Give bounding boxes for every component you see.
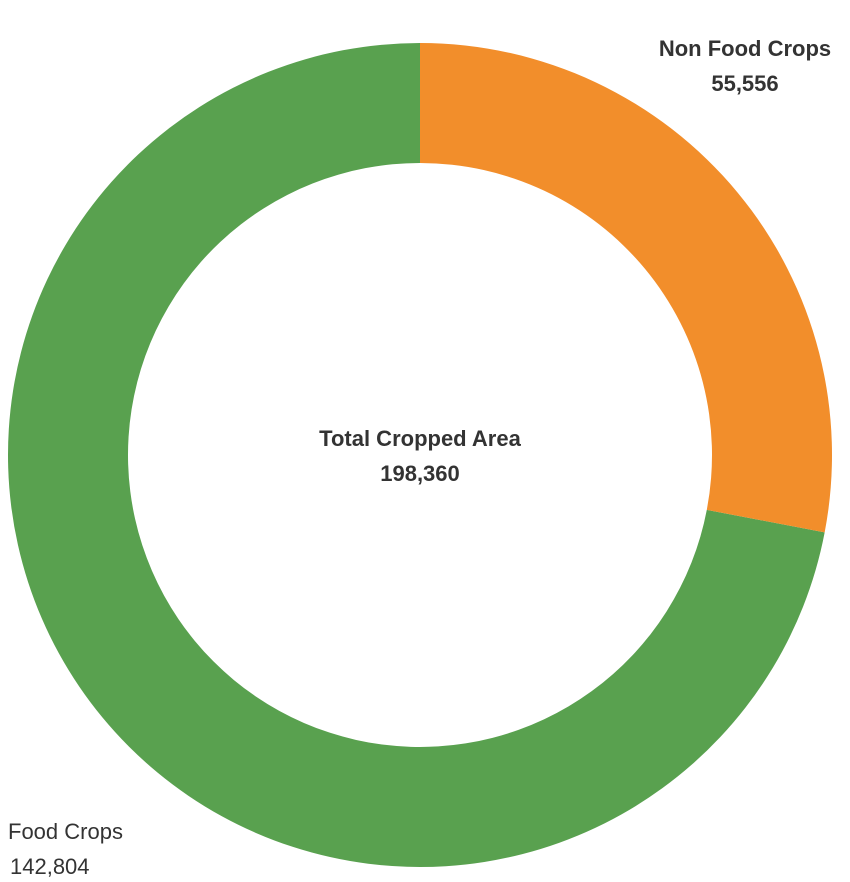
- slice-value-label: 55,556: [711, 71, 778, 96]
- center-total: 198,360: [380, 461, 460, 486]
- donut-slice: [420, 43, 832, 533]
- donut-slice: [7, 43, 825, 867]
- slice-value-label: 142,804: [10, 854, 90, 879]
- slice-label: Non Food Crops: [659, 36, 831, 61]
- slice-label: Food Crops: [8, 819, 123, 844]
- center-title: Total Cropped Area: [319, 426, 521, 451]
